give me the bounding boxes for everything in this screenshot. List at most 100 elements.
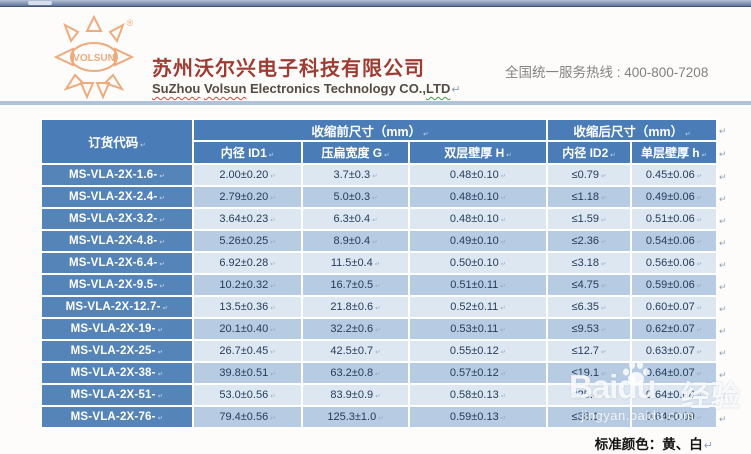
- value-cell: 0.51±0.11: [408, 273, 548, 297]
- value-cell: ≤4.75: [546, 273, 632, 297]
- group-header-after-shrink: 收缩后尺寸（mm）: [546, 118, 718, 142]
- value-cell: ≤38.1: [546, 405, 632, 429]
- value-cell: 0.63±0.07: [630, 339, 718, 363]
- table-row: MS-VLA-2X-9.5- 10.2±0.32 16.7±0.5 0.51±0…: [40, 273, 718, 297]
- table-row: MS-VLA-2X-3.2- 3.64±0.23 6.3±0.4 0.48±0.…: [40, 207, 718, 231]
- spec-table: 订货代码 收缩前尺寸（mm） 收缩后尺寸（mm） 内径 ID1 压扁宽度 G 双…: [40, 118, 718, 429]
- table-row: MS-VLA-2X-12.7- 13.5±0.36 21.8±0.6 0.52±…: [40, 295, 718, 319]
- registered-mark: ®: [127, 18, 134, 28]
- value-cell: 26.7±0.45: [192, 339, 303, 363]
- value-cell: ≤0.79: [546, 163, 632, 187]
- window-top-edge: [0, 0, 751, 7]
- window-notch: [28, 1, 52, 5]
- value-cell: ≤1.18: [546, 185, 632, 209]
- value-cell: 3.64±0.23: [192, 207, 303, 231]
- value-cell: 53.0±0.56: [192, 383, 303, 407]
- value-cell: ≤9.53: [546, 317, 632, 341]
- value-cell: 6.92±0.28: [192, 251, 303, 275]
- company-en-part: LTD: [426, 81, 451, 96]
- header-divider: [0, 101, 751, 105]
- value-cell: 6.3±0.4: [301, 207, 410, 231]
- value-cell: ≤12.7: [546, 339, 632, 363]
- value-cell: 0.59±0.13: [408, 405, 548, 429]
- value-cell: 0.53±0.11: [408, 317, 548, 341]
- value-cell: ≤25.4: [546, 383, 632, 407]
- value-cell: 0.48±0.10: [408, 207, 548, 231]
- value-cell: 11.5±0.4: [301, 251, 410, 275]
- order-code-cell: MS-VLA-2X-51-: [40, 383, 194, 407]
- value-cell: 39.8±0.51: [192, 361, 303, 385]
- value-cell: ≤1.59: [546, 207, 632, 231]
- value-cell: 0.51±0.06: [630, 207, 718, 231]
- value-cell: 5.26±0.25: [192, 229, 303, 253]
- company-en-part: Volsun: [204, 81, 247, 96]
- value-cell: 32.2±0.6: [301, 317, 410, 341]
- order-code-cell: MS-VLA-2X-2.4-: [40, 185, 194, 209]
- order-code-cell: MS-VLA-2X-25-: [40, 339, 194, 363]
- value-cell: 0.60±0.07: [630, 295, 718, 319]
- column-header: 压扁宽度 G: [301, 140, 410, 165]
- value-cell: 0.64±0.09: [630, 405, 718, 429]
- value-cell: 0.64±0.08: [630, 383, 718, 407]
- value-cell: 63.2±0.8: [301, 361, 410, 385]
- service-hotline: 全国统一服务热线 : 400-800-7208: [505, 65, 709, 80]
- value-cell: 5.0±0.3: [301, 185, 410, 209]
- table-row: MS-VLA-2X-2.4- 2.79±0.20 5.0±0.3 0.48±0.…: [40, 185, 718, 209]
- table-row: MS-VLA-2X-1.6- 2.00±0.20 3.7±0.3 0.48±0.…: [40, 163, 718, 187]
- value-cell: 0.45±0.06: [630, 163, 718, 187]
- table-row: MS-VLA-2X-25- 26.7±0.45 42.5±0.7 0.55±0.…: [40, 339, 718, 363]
- order-code-cell: MS-VLA-2X-6.4-: [40, 251, 194, 275]
- value-cell: 0.56±0.06: [630, 251, 718, 275]
- value-cell: 0.62±0.07: [630, 317, 718, 341]
- value-cell: 125.3±1.0: [301, 405, 410, 429]
- value-cell: 0.52±0.11: [408, 295, 548, 319]
- value-cell: 20.1±0.40: [192, 317, 303, 341]
- value-cell: 0.49±0.06: [630, 185, 718, 209]
- value-cell: 0.55±0.12: [408, 339, 548, 363]
- column-header: 内径 ID1: [192, 140, 303, 165]
- corner-header: 订货代码: [40, 118, 194, 165]
- column-header: 内径 ID2: [546, 140, 632, 165]
- value-cell: 83.9±0.9: [301, 383, 410, 407]
- order-code-cell: MS-VLA-2X-9.5-: [40, 273, 194, 297]
- value-cell: 0.64±0.07: [630, 361, 718, 385]
- order-code-cell: MS-VLA-2X-12.7-: [40, 295, 194, 319]
- value-cell: 21.8±0.6: [301, 295, 410, 319]
- company-name-cn: 苏州沃尔兴电子科技有限公司: [152, 58, 425, 80]
- order-code-cell: MS-VLA-2X-3.2-: [40, 207, 194, 231]
- company-en-part: Electronics Technology CO.,: [250, 81, 427, 96]
- table-row: MS-VLA-2X-4.8- 5.26±0.25 8.9±0.4 0.49±0.…: [40, 229, 718, 253]
- logo-wordmark: VOLSUN: [73, 53, 115, 64]
- table-row: MS-VLA-2X-76- 79.4±0.56 125.3±1.0 0.59±0…: [40, 405, 718, 429]
- value-cell: 10.2±0.32: [192, 273, 303, 297]
- value-cell: 8.9±0.4: [301, 229, 410, 253]
- value-cell: 3.7±0.3: [301, 163, 410, 187]
- table-row: MS-VLA-2X-38- 39.8±0.51 63.2±0.8 0.57±0.…: [40, 361, 718, 385]
- order-code-cell: MS-VLA-2X-19-: [40, 317, 194, 341]
- table-row: MS-VLA-2X-6.4- 6.92±0.28 11.5±0.4 0.50±0…: [40, 251, 718, 275]
- order-code-cell: MS-VLA-2X-1.6-: [40, 163, 194, 187]
- order-code-cell: MS-VLA-2X-38-: [40, 361, 194, 385]
- value-cell: 0.58±0.13: [408, 383, 548, 407]
- value-cell: 42.5±0.7: [301, 339, 410, 363]
- company-en-part: SuZhou: [152, 81, 201, 96]
- value-cell: 16.7±0.5: [301, 273, 410, 297]
- column-header: 双层壁厚 H: [408, 140, 548, 165]
- value-cell: 0.48±0.10: [408, 185, 548, 209]
- table-row: MS-VLA-2X-19- 20.1±0.40 32.2±0.6 0.53±0.…: [40, 317, 718, 341]
- value-cell: 0.49±0.10: [408, 229, 548, 253]
- value-cell: 79.4±0.56: [192, 405, 303, 429]
- table-row: MS-VLA-2X-51- 53.0±0.56 83.9±0.9 0.58±0.…: [40, 383, 718, 407]
- value-cell: 2.79±0.20: [192, 185, 303, 209]
- value-cell: 0.59±0.06: [630, 273, 718, 297]
- standard-color-note: 标准颜色：黄、白: [595, 433, 713, 453]
- value-cell: 0.50±0.10: [408, 251, 548, 275]
- value-cell: 0.54±0.06: [630, 229, 718, 253]
- value-cell: ≤2.36: [546, 229, 632, 253]
- order-code-cell: MS-VLA-2X-76-: [40, 405, 194, 429]
- value-cell: ≤3.18: [546, 251, 632, 275]
- value-cell: 0.57±0.12: [408, 361, 548, 385]
- value-cell: 13.5±0.36: [192, 295, 303, 319]
- value-cell: ≤19.1: [546, 361, 632, 385]
- value-cell: ≤6.35: [546, 295, 632, 319]
